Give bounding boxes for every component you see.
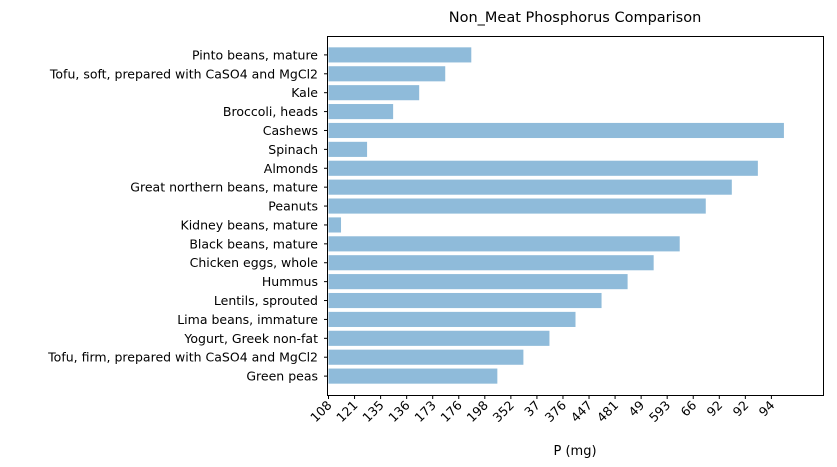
x-tick-label: 593 [646,398,673,425]
bar [328,311,576,327]
x-tick-label: 94 [756,397,778,419]
y-tick-label: Kale [291,85,318,100]
x-tick-label: 49 [625,397,647,419]
bar [328,330,550,346]
bar [328,198,706,214]
bar [328,85,420,101]
y-tick-label: Peanuts [268,199,318,214]
bars-group [328,47,784,384]
plot-frame [327,36,824,396]
y-tick-label: Kidney beans, mature [181,217,319,232]
x-tick-label: 198 [463,397,491,425]
bar [328,217,342,233]
y-tick-label: Chicken eggs, whole [190,255,319,270]
y-tick-label: Black beans, mature [189,236,318,251]
x-tick-label: 121 [333,398,360,425]
y-tick-labels: Green peas Tofu, firm, prepared with CaSO… [47,47,328,384]
bar [328,274,628,290]
y-tick-label: Tofu, soft, prepared with CaSO4 and MgCl… [49,66,318,81]
bar [328,141,368,157]
x-tick-label: 135 [359,398,386,425]
x-tick-label: 108 [307,397,335,425]
bar [328,104,394,120]
x-tick-label: 376 [542,397,570,425]
x-tick-label: 481 [594,398,621,425]
y-tick-label: Green peas [246,369,318,384]
x-tick-label: 352 [490,398,517,425]
bar [328,368,498,384]
y-tick-label: Yogurt, Greek non-fat [183,331,318,346]
y-tick-label: Spinach [268,142,318,157]
bar [328,122,784,139]
y-tick-label: Cashews [263,123,318,138]
x-tick-label: 136 [385,397,413,425]
bar [328,179,732,195]
chart-title: Non_Meat Phosphorus Comparison [449,10,702,26]
bar [328,236,680,252]
x-tick-label: 447 [568,398,595,425]
y-tick-label: Hummus [262,274,318,289]
x-tick-label: 173 [411,398,438,425]
x-tick-label: 92 [704,398,726,420]
y-tick-label: Pinto beans, mature [192,47,318,62]
x-axis-label: P (mg) [553,444,596,459]
bar [328,160,758,176]
x-tick-label: 66 [678,397,700,419]
y-tick-label: Lima beans, immature [177,312,318,327]
bar [328,292,602,309]
y-tick-label: Lentils, sprouted [214,293,318,308]
bar [328,349,524,365]
x-tick-label: 176 [437,397,465,425]
bar [328,255,654,271]
x-tick-label: 37 [521,398,543,420]
bar [328,66,446,82]
x-tick-label: 92 [730,398,752,420]
bar [328,47,472,63]
y-tick-label: Broccoli, heads [223,104,318,119]
y-tick-label: Great northern beans, mature [130,180,318,195]
y-tick-label: Almonds [264,161,318,176]
y-tick-label: Tofu, firm, prepared with CaSO4 and MgCl… [47,350,318,365]
